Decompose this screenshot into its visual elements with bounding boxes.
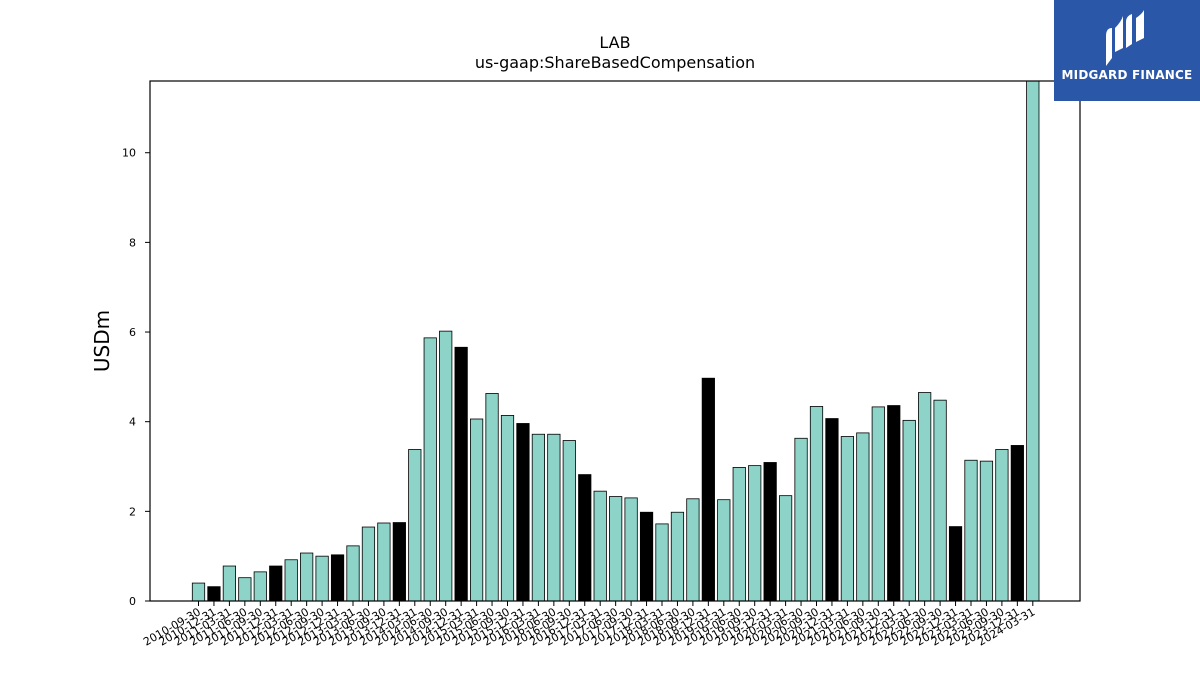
bar-2012-12-31: [330, 554, 345, 602]
bar-2014-09-30: [439, 330, 453, 602]
bar-2016-12-31: [578, 474, 592, 602]
bars-group: [191, 80, 1040, 602]
bar-2018-12-31: [701, 377, 715, 602]
bar-2023-06-30: [979, 460, 994, 602]
plot-frame: [149, 80, 1081, 602]
bar-2015-09-30: [500, 415, 515, 602]
bar-2016-06-30: [547, 433, 561, 602]
bar-2013-12-31: [392, 522, 406, 602]
bar-2020-12-31: [825, 418, 839, 602]
bar-2021-09-30: [871, 406, 885, 602]
bar-2015-03-31: [469, 418, 484, 602]
bar-2011-06-30: [238, 577, 252, 602]
bar-2016-09-30: [562, 440, 576, 602]
y-axis-label: USDm: [90, 310, 114, 372]
bar-2010-12-31: [207, 586, 221, 602]
bar-2021-06-30: [856, 432, 870, 602]
bar-2023-09-30: [995, 449, 1009, 602]
bar-2021-12-31: [887, 405, 901, 602]
bar-2011-03-31: [222, 565, 236, 602]
y-tick-label: 0: [129, 595, 136, 608]
bar-2014-06-30: [423, 337, 437, 602]
bar-2017-06-30: [609, 496, 623, 602]
bar-2022-03-31: [902, 419, 916, 602]
bar-2022-09-30: [933, 399, 947, 602]
brand-logo: MIDGARD FINANCE: [1054, 0, 1200, 101]
y-tick-label: 8: [129, 236, 136, 249]
brand-mark-icon: [1106, 10, 1144, 66]
bar-2019-03-31: [717, 499, 731, 602]
bar-2021-03-31: [840, 436, 855, 602]
bar-2020-03-31: [779, 495, 793, 602]
bar-2013-09-30: [377, 522, 391, 602]
brand-name: MIDGARD FINANCE: [1061, 68, 1193, 82]
bar-2013-03-31: [346, 545, 360, 602]
bar-2014-12-31: [454, 346, 468, 602]
bar-2019-06-30: [732, 467, 746, 602]
chart-title: LAB: [599, 33, 630, 52]
bar-2013-06-30: [361, 526, 376, 602]
bar-2014-03-31: [408, 449, 422, 602]
chart-subtitle: us-gaap:ShareBasedCompensation: [475, 53, 755, 72]
bar-2016-03-31: [531, 433, 546, 602]
bar-2019-09-30: [748, 465, 762, 602]
y-tick-label: 4: [129, 416, 136, 429]
bar-2011-09-30: [253, 571, 267, 602]
bar-2017-03-31: [593, 490, 607, 602]
bar-2012-03-31: [284, 559, 298, 602]
bar-2022-12-31: [948, 526, 963, 602]
bar-2023-12-31: [1010, 445, 1024, 602]
bar-2015-12-31: [516, 423, 530, 602]
bar-2017-12-31: [639, 511, 654, 602]
bar-2018-06-30: [670, 511, 685, 602]
bar-2019-12-31: [763, 462, 777, 602]
bar-2012-06-30: [300, 552, 314, 602]
y-tick-label: 6: [129, 326, 136, 339]
bar-2015-06-30: [485, 393, 499, 602]
bar-2018-09-30: [686, 498, 700, 602]
x-axis: 2010-09-302010-12-312011-03-312011-06-30…: [141, 601, 1037, 649]
bar-2011-12-31: [269, 565, 283, 602]
bar-2017-09-30: [624, 497, 638, 602]
bar-2023-03-31: [964, 459, 978, 602]
y-tick-label: 10: [122, 147, 136, 160]
bar-2020-09-30: [809, 406, 824, 602]
bar-2018-03-31: [655, 523, 669, 602]
bar-2024-03-31: [1026, 80, 1040, 602]
bar-2012-09-30: [315, 555, 329, 602]
y-axis: 0 2 4 6 8 10: [122, 147, 150, 608]
bar-2020-06-30: [794, 437, 808, 602]
bar-2022-06-30: [918, 392, 932, 602]
y-tick-label: 2: [129, 505, 136, 518]
bar-2010-09-30: [191, 582, 206, 602]
